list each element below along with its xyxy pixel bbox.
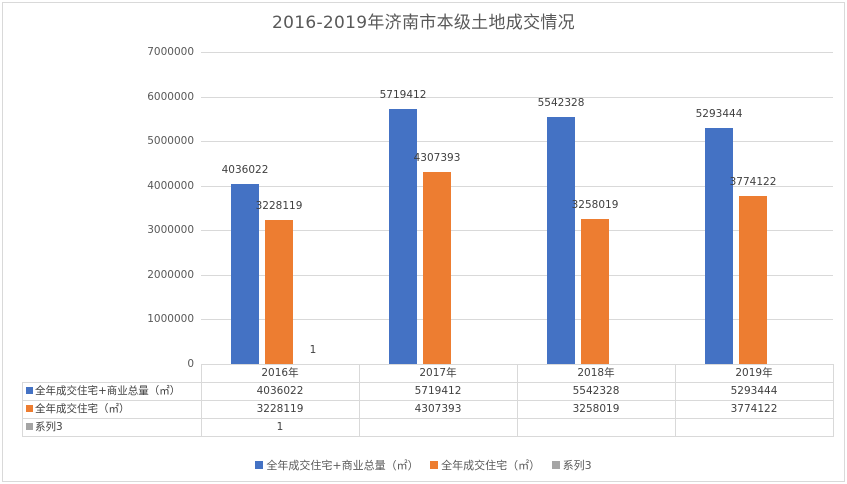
data-table-cell: 5542328 — [516, 382, 676, 401]
bar-data-label: 5293444 — [695, 108, 743, 121]
data-table-cell — [516, 418, 676, 437]
bar[interactable] — [739, 195, 767, 364]
data-table-cell: 5719412 — [358, 382, 518, 401]
y-axis-tick-label: 7000000 — [147, 46, 194, 58]
data-table-header-cell: 2016年 — [200, 364, 360, 383]
data-table-header-cell: 2018年 — [516, 364, 676, 383]
data-table-row-label: 全年成交住宅（㎡） — [22, 400, 202, 419]
bar[interactable] — [705, 128, 733, 364]
gridline — [201, 319, 833, 320]
y-axis-tick-label: 4000000 — [147, 180, 194, 192]
data-table-cell: 4036022 — [200, 382, 360, 401]
bar-data-label: 1 — [309, 343, 317, 356]
data-table-cell — [358, 418, 518, 437]
data-table-header-cell: 2017年 — [358, 364, 518, 383]
legend-item-residential[interactable]: 全年成交住宅（㎡） — [430, 457, 540, 473]
series-key-icon — [26, 386, 33, 394]
gridline — [201, 52, 833, 53]
data-table-cell — [674, 418, 834, 437]
bar-data-label: 3258019 — [571, 198, 619, 211]
legend-swatch-icon — [551, 461, 560, 469]
data-table-header-row: 2016年 2017年 2018年 2019年 — [22, 364, 834, 383]
data-table-cell: 3774122 — [674, 400, 834, 419]
legend-item-series3[interactable]: 系列3 — [551, 457, 592, 473]
y-axis-tick-label: 1000000 — [147, 313, 194, 325]
data-table-row-label: 全年成交住宅+商业总量（㎡） — [22, 382, 202, 401]
bar-data-label: 4036022 — [221, 164, 269, 177]
chart-title: 2016-2019年济南市本级土地成交情况 — [272, 13, 575, 33]
legend-swatch-icon — [255, 461, 264, 469]
data-table-cell: 3228119 — [200, 400, 360, 419]
bar[interactable] — [265, 220, 293, 364]
gridline — [201, 275, 833, 276]
data-table-row: 系列3 1 — [22, 418, 834, 437]
legend-swatch-icon — [430, 461, 439, 469]
series-key-icon — [26, 404, 33, 412]
data-table-row: 全年成交住宅（㎡） 3228119 4307393 3258019 377412… — [22, 400, 834, 419]
bar-data-label: 3228119 — [255, 200, 303, 213]
bar-data-label: 4307393 — [413, 152, 461, 164]
data-table-corner — [22, 364, 202, 383]
data-table: 2016年 2017年 2018年 2019年 全年成交住宅+商业总量（㎡） 4… — [22, 364, 834, 437]
legend-item-total[interactable]: 全年成交住宅+商业总量（㎡） — [255, 457, 419, 473]
bar[interactable] — [581, 218, 609, 364]
data-table-cell: 5293444 — [674, 382, 834, 401]
y-axis-tick-label: 5000000 — [147, 135, 194, 147]
gridline — [201, 141, 833, 142]
bar[interactable] — [389, 109, 417, 364]
bar-data-label: 3774122 — [729, 175, 777, 188]
gridline — [201, 230, 833, 231]
data-table-header-cell: 2019年 — [674, 364, 834, 383]
data-table-row: 全年成交住宅+商业总量（㎡） 4036022 5719412 5542328 5… — [22, 382, 834, 401]
y-axis-tick-label: 0 — [187, 358, 194, 370]
y-axis-tick-label: 3000000 — [147, 224, 194, 236]
series-key-icon — [26, 422, 33, 430]
gridline — [201, 186, 833, 187]
bar-data-label: 5542328 — [537, 96, 585, 109]
bar[interactable] — [547, 116, 575, 364]
y-axis-tick-label: 6000000 — [147, 91, 194, 103]
bar[interactable] — [231, 184, 259, 364]
data-table-row-label: 系列3 — [22, 418, 202, 437]
gridline — [201, 97, 833, 98]
data-table-cell: 3258019 — [516, 400, 676, 419]
y-axis-tick-label: 2000000 — [147, 269, 194, 281]
chart-legend: 全年成交住宅+商业总量（㎡） 全年成交住宅（㎡） 系列3 — [0, 457, 847, 473]
data-table-cell: 4307393 — [358, 400, 518, 419]
bar-data-label: 5719412 — [379, 89, 427, 102]
data-table-cell: 1 — [200, 418, 360, 437]
bar[interactable] — [423, 172, 451, 364]
